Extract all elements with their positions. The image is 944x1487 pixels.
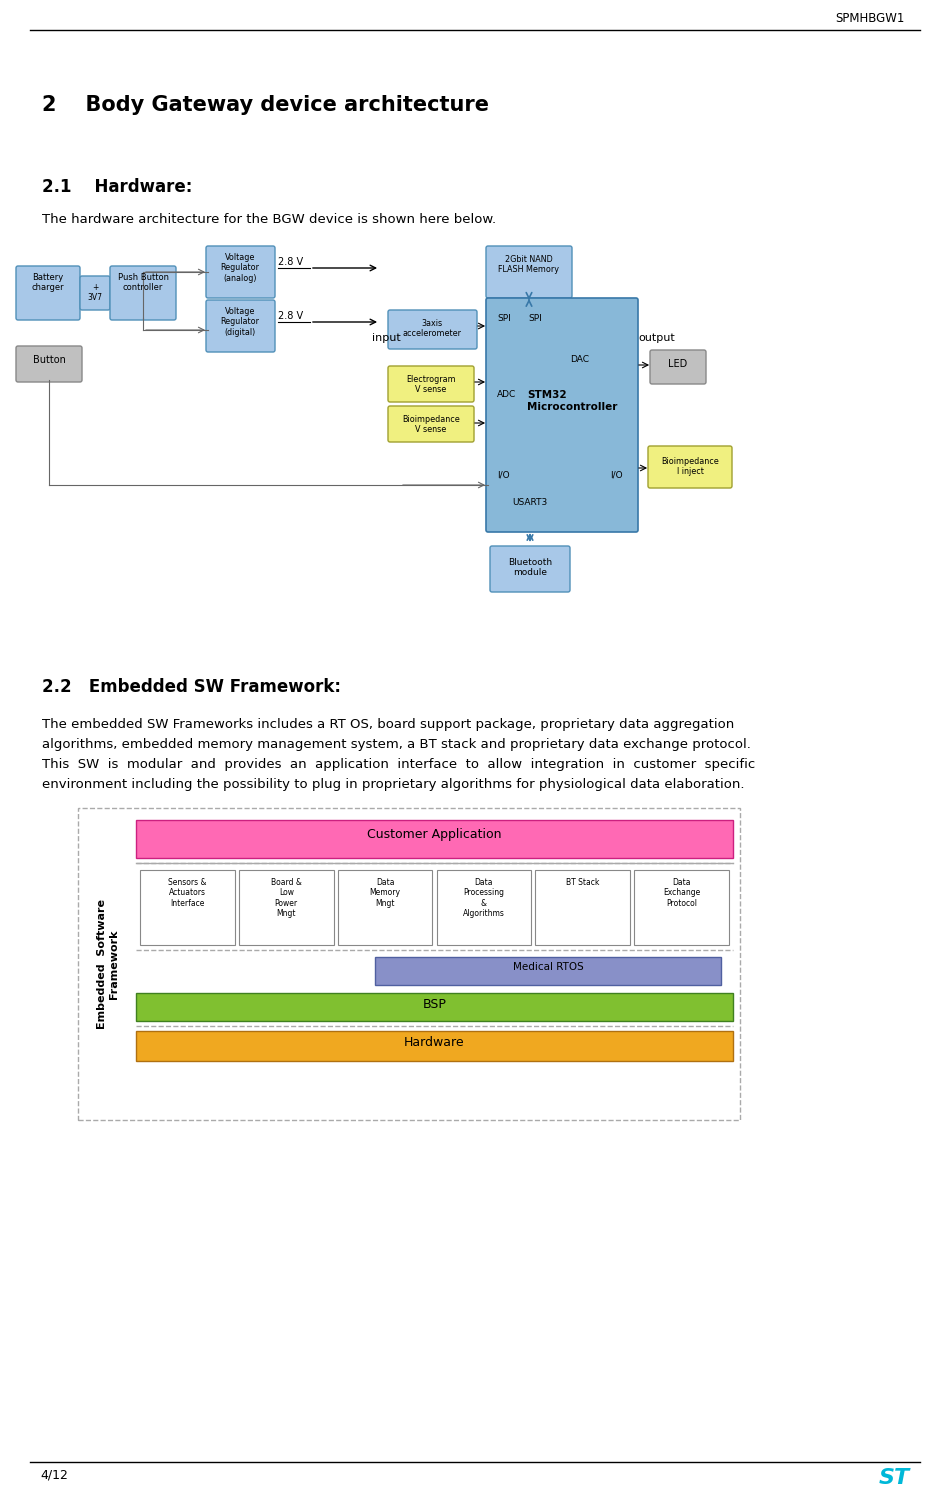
- Text: Bioimpedance
I inject: Bioimpedance I inject: [661, 457, 718, 476]
- Text: The hardware architecture for the BGW device is shown here below.: The hardware architecture for the BGW de…: [42, 213, 496, 226]
- Text: BT Stack: BT Stack: [565, 877, 598, 888]
- Text: Sensors &
Actuators
Interface: Sensors & Actuators Interface: [168, 877, 207, 907]
- FancyBboxPatch shape: [16, 346, 82, 382]
- Text: BSP: BSP: [422, 998, 446, 1011]
- Bar: [136, 819, 733, 858]
- Text: Data
Exchange
Protocol: Data Exchange Protocol: [663, 877, 700, 907]
- Text: I/O: I/O: [610, 470, 622, 479]
- Text: algorithms, embedded memory management system, a BT stack and proprietary data e: algorithms, embedded memory management s…: [42, 738, 750, 751]
- Text: Voltage
Regulator
(digital): Voltage Regulator (digital): [220, 306, 260, 336]
- Bar: [337, 870, 432, 946]
- Text: environment including the possibility to plug in proprietary algorithms for phys: environment including the possibility to…: [42, 778, 744, 791]
- Text: input: input: [372, 333, 400, 343]
- Bar: [436, 870, 531, 946]
- Text: This  SW  is  modular  and  provides  an  application  interface  to  allow  int: This SW is modular and provides an appli…: [42, 758, 754, 770]
- Text: LED: LED: [667, 358, 687, 369]
- Text: DAC: DAC: [569, 355, 588, 364]
- Text: 2.8 V: 2.8 V: [278, 311, 303, 321]
- Text: Button: Button: [32, 355, 65, 364]
- Text: ADC: ADC: [497, 390, 515, 399]
- Text: Electrogram
V sense: Electrogram V sense: [406, 375, 455, 394]
- Text: 2Gbit NAND
FLASH Memory: 2Gbit NAND FLASH Memory: [498, 254, 559, 275]
- Text: 2.2   Embedded SW Framework:: 2.2 Embedded SW Framework:: [42, 678, 341, 696]
- Text: Board &
Low
Power
Mngt: Board & Low Power Mngt: [271, 877, 301, 917]
- Text: 4/12: 4/12: [40, 1468, 68, 1481]
- Bar: [136, 993, 733, 1022]
- Bar: [534, 870, 630, 946]
- Text: Bioimpedance
V sense: Bioimpedance V sense: [402, 415, 460, 434]
- Text: Hardware: Hardware: [404, 1036, 464, 1048]
- Text: STM32
Microcontroller: STM32 Microcontroller: [527, 390, 616, 412]
- FancyBboxPatch shape: [80, 277, 110, 309]
- FancyBboxPatch shape: [485, 245, 571, 297]
- Text: Voltage
Regulator
(analog): Voltage Regulator (analog): [220, 253, 260, 283]
- FancyBboxPatch shape: [206, 300, 275, 352]
- Text: I/O: I/O: [497, 470, 509, 479]
- Text: Embedded  Software
Framework: Embedded Software Framework: [97, 900, 119, 1029]
- Text: Data
Memory
Mngt: Data Memory Mngt: [369, 877, 400, 907]
- Text: 3axis
accelerometer: 3axis accelerometer: [402, 320, 461, 339]
- FancyBboxPatch shape: [388, 309, 477, 349]
- Bar: [375, 958, 720, 984]
- Text: ST: ST: [878, 1468, 909, 1487]
- FancyBboxPatch shape: [490, 546, 569, 592]
- Text: SPI: SPI: [528, 314, 541, 323]
- FancyBboxPatch shape: [16, 266, 80, 320]
- Text: Bluetooth
module: Bluetooth module: [508, 558, 551, 577]
- Text: Battery
charger: Battery charger: [32, 274, 64, 293]
- Text: output: output: [637, 333, 674, 343]
- Text: 2    Body Gateway device architecture: 2 Body Gateway device architecture: [42, 95, 488, 114]
- Text: Medical RTOS: Medical RTOS: [512, 962, 582, 972]
- FancyBboxPatch shape: [648, 446, 732, 488]
- Text: 2.1    Hardware:: 2.1 Hardware:: [42, 178, 193, 196]
- Text: SPMHBGW1: SPMHBGW1: [834, 12, 904, 25]
- Text: The embedded SW Frameworks includes a RT OS, board support package, proprietary : The embedded SW Frameworks includes a RT…: [42, 718, 733, 732]
- FancyBboxPatch shape: [388, 366, 474, 401]
- Text: 2.8 V: 2.8 V: [278, 257, 303, 268]
- Text: Push Button
controller: Push Button controller: [117, 274, 168, 293]
- Text: USART3: USART3: [512, 498, 547, 507]
- Text: Data
Processing
&
Algorithms: Data Processing & Algorithms: [463, 877, 504, 917]
- FancyBboxPatch shape: [649, 349, 705, 384]
- FancyBboxPatch shape: [485, 297, 637, 532]
- Bar: [239, 870, 333, 946]
- FancyBboxPatch shape: [110, 266, 176, 320]
- Bar: [136, 1030, 733, 1062]
- Bar: [78, 807, 739, 1120]
- Bar: [140, 870, 235, 946]
- Text: SPI: SPI: [497, 314, 510, 323]
- Text: Customer Application: Customer Application: [367, 828, 501, 842]
- FancyBboxPatch shape: [206, 245, 275, 297]
- Bar: [633, 870, 728, 946]
- Text: +
3V7: + 3V7: [88, 283, 102, 302]
- FancyBboxPatch shape: [388, 406, 474, 442]
